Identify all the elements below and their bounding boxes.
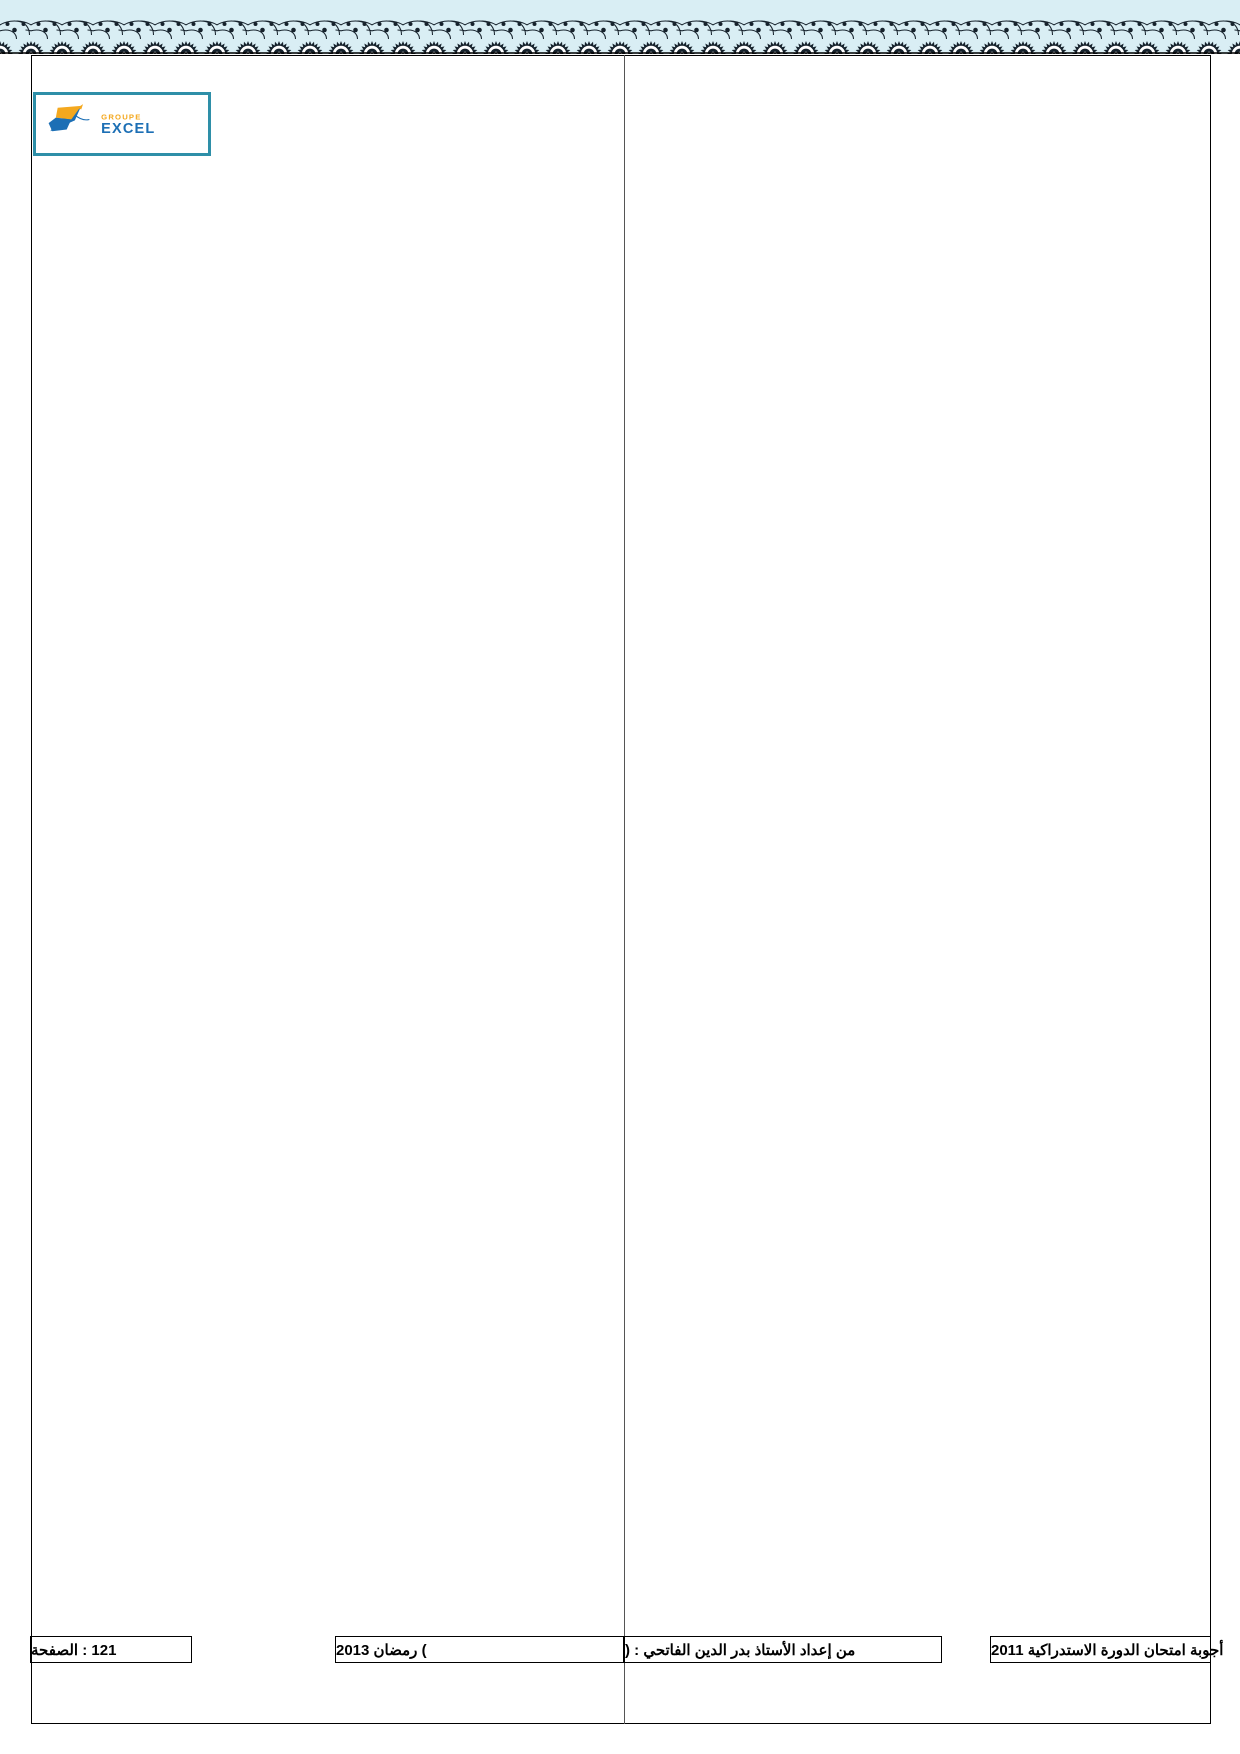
svg-text:GROUPE: GROUPE (101, 112, 141, 121)
svg-text:EXCEL: EXCEL (101, 121, 155, 137)
